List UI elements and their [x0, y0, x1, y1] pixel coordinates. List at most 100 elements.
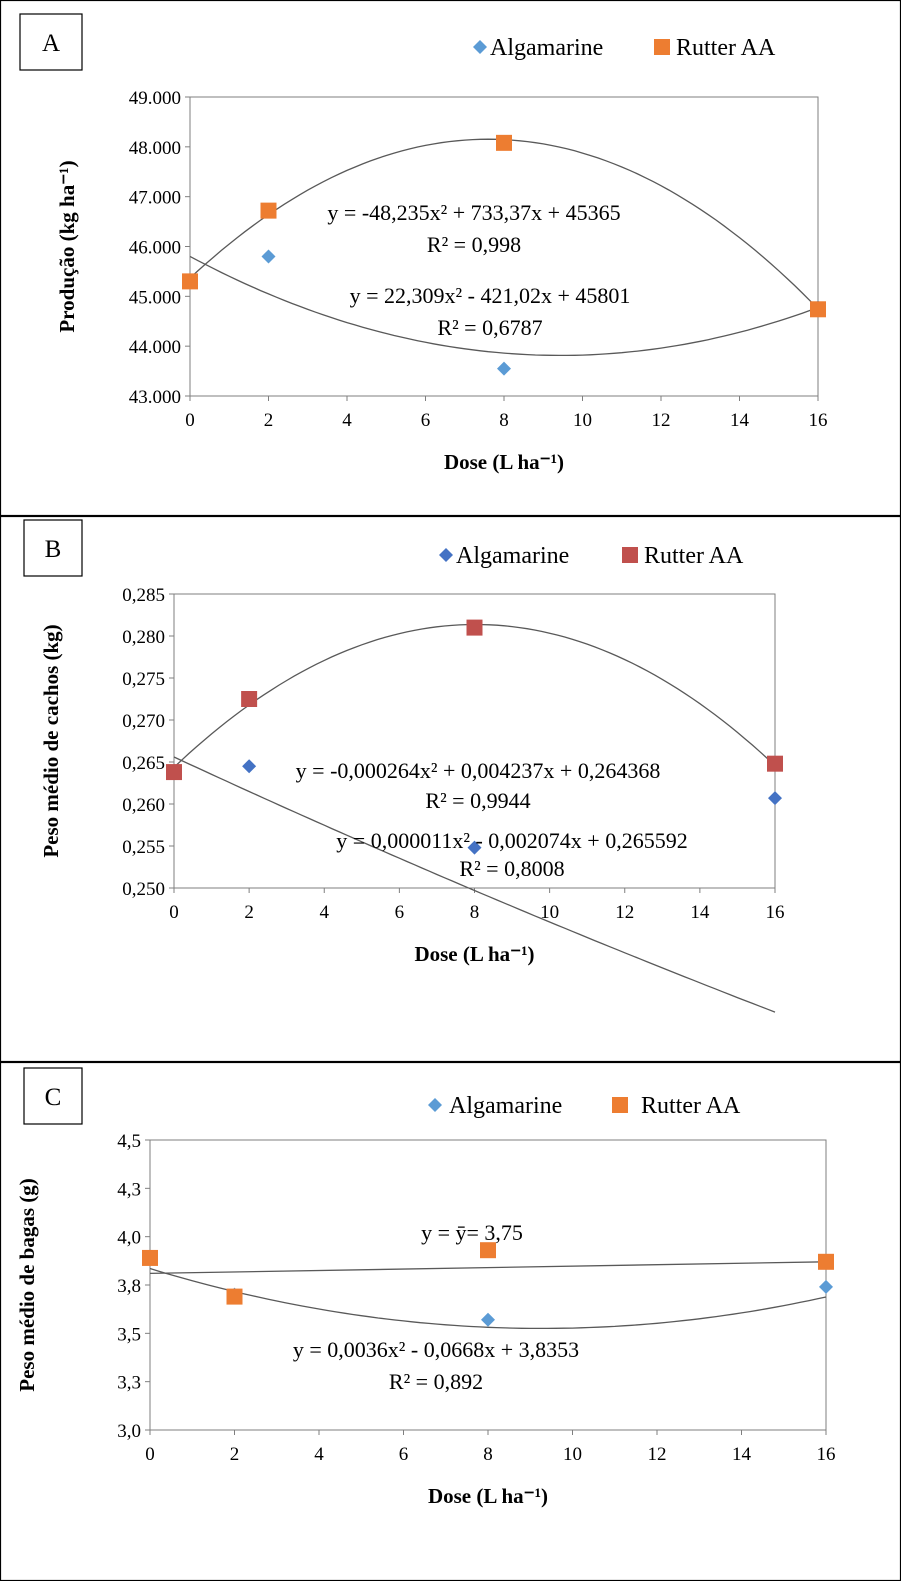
point-rutter-aa [496, 134, 512, 151]
x-tick-label: 6 [421, 410, 431, 431]
x-tick-label: 0 [185, 410, 195, 431]
x-tick-label: 16 [809, 410, 828, 431]
x-tick-label: 12 [615, 902, 634, 923]
x-axis-title: Dose (L ha⁻¹) [414, 942, 534, 966]
y-tick-label: 0,285 [122, 585, 165, 606]
panel-c: C 3,0 3,3 3,5 3,8 4,0 4,3 4,5 0 2 4 6 8 10 12 14 16 Dose … [0, 1061, 901, 1581]
r-squared-label: R² = 0,6787 [437, 315, 542, 340]
x-tick-label: 0 [145, 1444, 155, 1465]
y-tick-label: 4,0 [117, 1228, 141, 1249]
r-squared-label: R² = 0,998 [427, 232, 521, 257]
trendline-rutter-aa [173, 623, 776, 768]
x-tick-label: 10 [563, 1444, 582, 1465]
y-tick-label: 3,5 [117, 1324, 141, 1345]
y-tick-label: 0,280 [122, 627, 165, 648]
point-rutter-aa [480, 1242, 496, 1259]
y-tick-label: 0,255 [122, 837, 165, 858]
y-tick-label: 3,3 [117, 1373, 141, 1394]
x-tick-label: 10 [540, 902, 559, 923]
point-algamarine [467, 840, 482, 855]
y-tick-label: 0,270 [122, 711, 165, 732]
panel-letter: C [45, 1084, 62, 1111]
panel-letter: B [45, 536, 62, 563]
x-tick-label: 2 [264, 410, 274, 431]
panel-a: A 43.000 44.000 45.000 46.000 47.000 48.000 49.… [0, 0, 901, 517]
point-rutter-aa [466, 619, 483, 636]
x-tick-label: 14 [690, 902, 710, 923]
x-tick-label: 0 [169, 902, 179, 923]
point-algamarine [261, 249, 276, 264]
y-tick-label: 4,3 [117, 1179, 141, 1200]
x-tick-label: 16 [817, 1444, 836, 1465]
trendline-rutter-aa [149, 1261, 827, 1275]
y-tick-label: 45.000 [129, 287, 181, 308]
point-rutter-aa [166, 764, 182, 781]
trend-equation: y = -48,235x² + 733,37x + 45365 [327, 200, 620, 225]
y-tick-label: 0,275 [122, 669, 165, 690]
point-algamarine [768, 791, 782, 806]
x-tick-label: 8 [483, 1444, 493, 1465]
r-squared-label: R² = 0,9944 [425, 788, 530, 813]
trendline-algamarine [173, 756, 776, 1013]
point-algamarine [819, 1279, 833, 1294]
x-tick-label: 2 [230, 1444, 240, 1465]
legend-label: Rutter AA [676, 35, 776, 61]
trend-equation: y = 22,309x² - 421,02x + 45801 [350, 283, 631, 308]
y-tick-label: 0,250 [122, 879, 165, 900]
panel-letter-box [23, 519, 83, 577]
y-tick-label: 43.000 [129, 387, 181, 408]
x-axis-title: Dose (L ha⁻¹) [444, 450, 564, 474]
legend-marker [439, 548, 453, 562]
y-tick-label: 3,8 [117, 1276, 141, 1297]
y-axis-title: Peso médio de bagas (g) [15, 1178, 39, 1392]
x-tick-label: 4 [320, 902, 330, 923]
panel-letter: A [42, 30, 60, 57]
legend-label: Rutter AA [644, 543, 744, 569]
x-axis-title: Dose (L ha⁻¹) [428, 1484, 548, 1508]
r-squared-label: R² = 0,892 [389, 1369, 483, 1394]
x-tick-label: 8 [499, 410, 509, 431]
y-axis-title: Produção (kg ha⁻¹) [55, 160, 79, 332]
point-algamarine [242, 759, 257, 774]
point-algamarine [497, 361, 511, 376]
x-tick-label: 16 [766, 902, 785, 923]
trend-equation: y = -0,000264x² + 0,004237x + 0,264368 [296, 758, 661, 783]
point-rutter-aa [241, 691, 258, 707]
legend-label: Algamarine [449, 1093, 562, 1119]
legend-marker [622, 547, 638, 563]
legend-label: Rutter AA [641, 1093, 741, 1119]
y-tick-label: 4,5 [117, 1131, 141, 1152]
panel-letter-box [23, 1067, 83, 1125]
legend-marker [612, 1097, 628, 1113]
point-algamarine [481, 1312, 495, 1327]
x-tick-label: 14 [732, 1444, 752, 1465]
y-axis-title: Peso médio de cachos (kg) [39, 624, 63, 857]
y-tick-label: 0,265 [122, 753, 165, 774]
x-tick-label: 14 [730, 410, 750, 431]
y-tick-label: 47.000 [129, 188, 181, 209]
plot-area [149, 1139, 827, 1431]
x-tick-label: 2 [244, 902, 254, 923]
x-tick-label: 12 [648, 1444, 667, 1465]
trendline-algamarine [189, 255, 819, 357]
point-rutter-aa [767, 755, 783, 772]
trend-equation: y = ȳ= 3,75 [421, 1220, 523, 1245]
legend-label: Algamarine [456, 543, 569, 569]
x-tick-label: 4 [314, 1444, 324, 1465]
x-tick-label: 12 [652, 410, 671, 431]
y-tick-label: 44.000 [129, 337, 181, 358]
point-rutter-aa [142, 1249, 158, 1266]
point-rutter-aa [226, 1288, 243, 1305]
y-tick-label: 0,260 [122, 795, 165, 816]
x-tick-label: 6 [399, 1444, 409, 1465]
trend-equation: y = 0,0036x² - 0,0668x + 3,8353 [293, 1337, 579, 1362]
legend-marker [654, 39, 670, 55]
point-rutter-aa [818, 1253, 834, 1270]
x-tick-label: 8 [470, 902, 480, 923]
y-tick-label: 46.000 [129, 238, 181, 259]
x-tick-label: 6 [395, 902, 405, 923]
legend-marker [473, 40, 487, 54]
r-squared-label: R² = 0,8008 [459, 856, 564, 881]
point-rutter-aa [260, 202, 277, 219]
